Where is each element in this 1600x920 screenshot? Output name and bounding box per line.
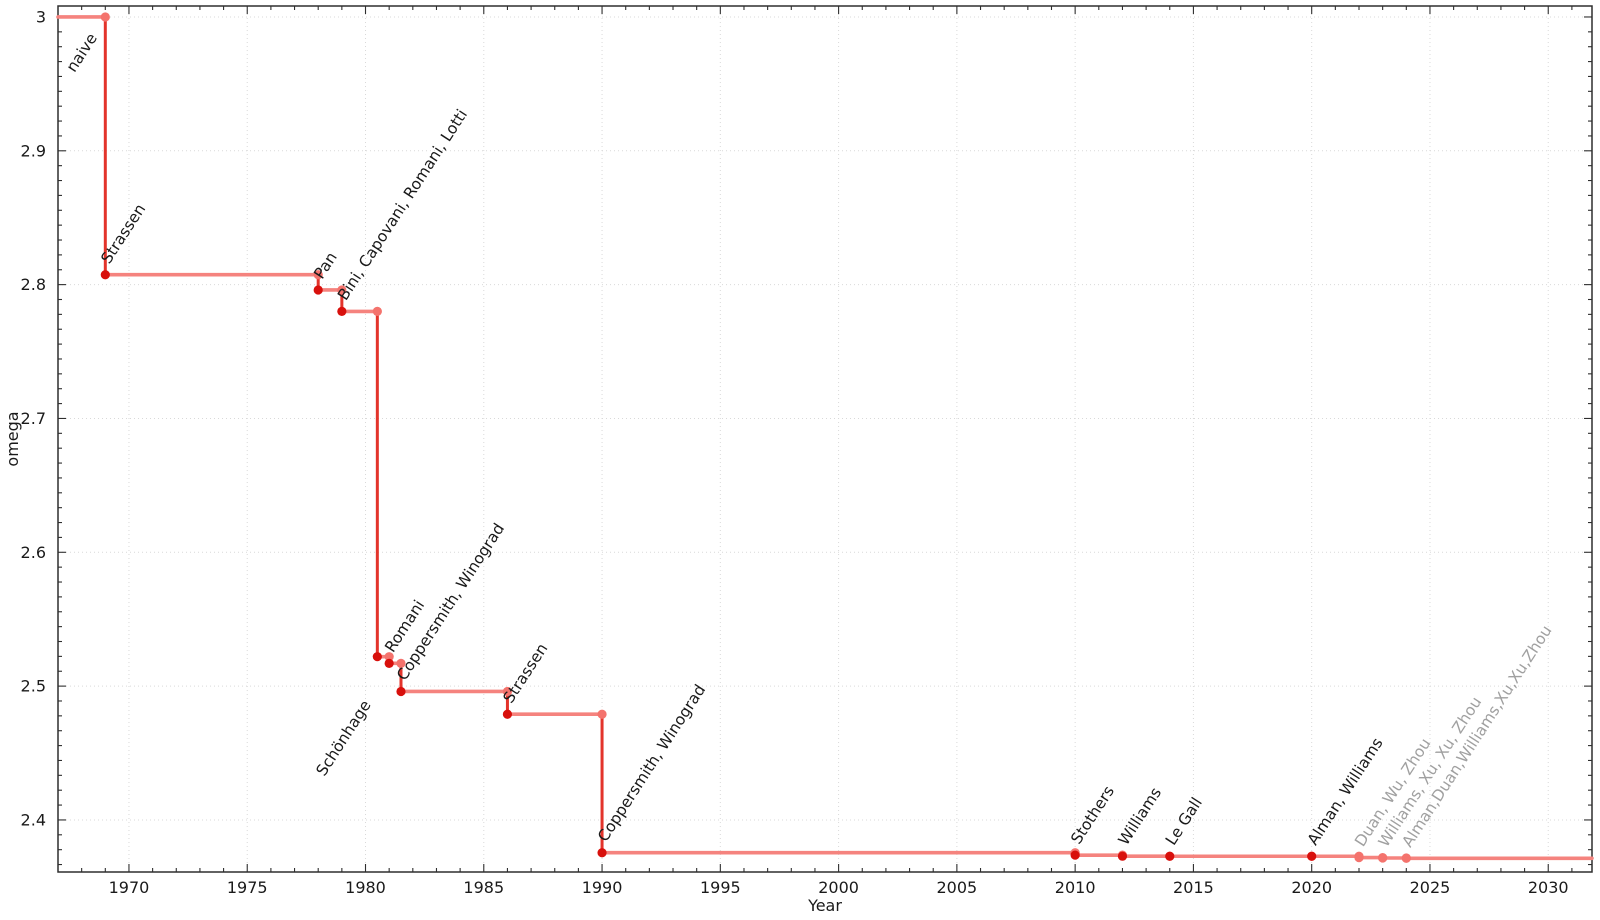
plot-frame bbox=[57, 5, 1593, 873]
x-tick-label: 1975 bbox=[227, 878, 268, 897]
x-tick-label: 1980 bbox=[345, 878, 386, 897]
data-point bbox=[396, 686, 406, 697]
data-point bbox=[337, 306, 347, 316]
data-point bbox=[384, 658, 394, 668]
x-tick-label: 2020 bbox=[1291, 878, 1332, 897]
corner-point bbox=[396, 658, 406, 668]
x-tick-label: 2025 bbox=[1410, 878, 1451, 897]
corner-point bbox=[313, 270, 323, 280]
x-tick-label: 1990 bbox=[582, 878, 623, 897]
corner-point bbox=[502, 686, 513, 697]
y-axis-title: omega bbox=[3, 411, 22, 466]
data-point bbox=[313, 285, 323, 295]
x-tick-label: 1970 bbox=[109, 878, 150, 897]
x-tick-label: 2000 bbox=[818, 878, 859, 897]
x-tick-label: 1985 bbox=[463, 878, 504, 897]
data-point bbox=[502, 709, 513, 719]
y-tick-label: 2.7 bbox=[21, 409, 46, 428]
corner-point bbox=[384, 652, 394, 662]
data-point bbox=[597, 848, 607, 858]
x-tick-label: 2005 bbox=[937, 878, 978, 897]
corner-point bbox=[372, 306, 382, 316]
data-point bbox=[1117, 851, 1128, 861]
data-point bbox=[100, 270, 110, 280]
data-point bbox=[1307, 851, 1317, 861]
y-tick-label: 2.9 bbox=[21, 141, 46, 160]
y-tick-label: 2.8 bbox=[21, 275, 46, 294]
x-tick-label: 1995 bbox=[700, 878, 741, 897]
x-tick-label: 2010 bbox=[1055, 878, 1096, 897]
y-tick-label: 2.4 bbox=[21, 810, 46, 829]
x-tick-label: 2015 bbox=[1173, 878, 1214, 897]
x-axis-title: Year bbox=[807, 896, 842, 915]
data-point bbox=[372, 652, 382, 662]
corner-point bbox=[597, 709, 607, 719]
data-point bbox=[1165, 851, 1175, 861]
y-tick-label: 2.6 bbox=[21, 543, 46, 562]
x-tick-label: 2030 bbox=[1528, 878, 1569, 897]
y-tick-label: 3 bbox=[36, 7, 46, 26]
data-point bbox=[1070, 850, 1080, 860]
data-point bbox=[1378, 853, 1388, 863]
data-point bbox=[1354, 852, 1364, 863]
corner-point bbox=[337, 285, 347, 295]
data-point bbox=[1401, 853, 1411, 863]
corner-point bbox=[100, 12, 110, 22]
y-tick-label: 2.5 bbox=[21, 677, 46, 696]
